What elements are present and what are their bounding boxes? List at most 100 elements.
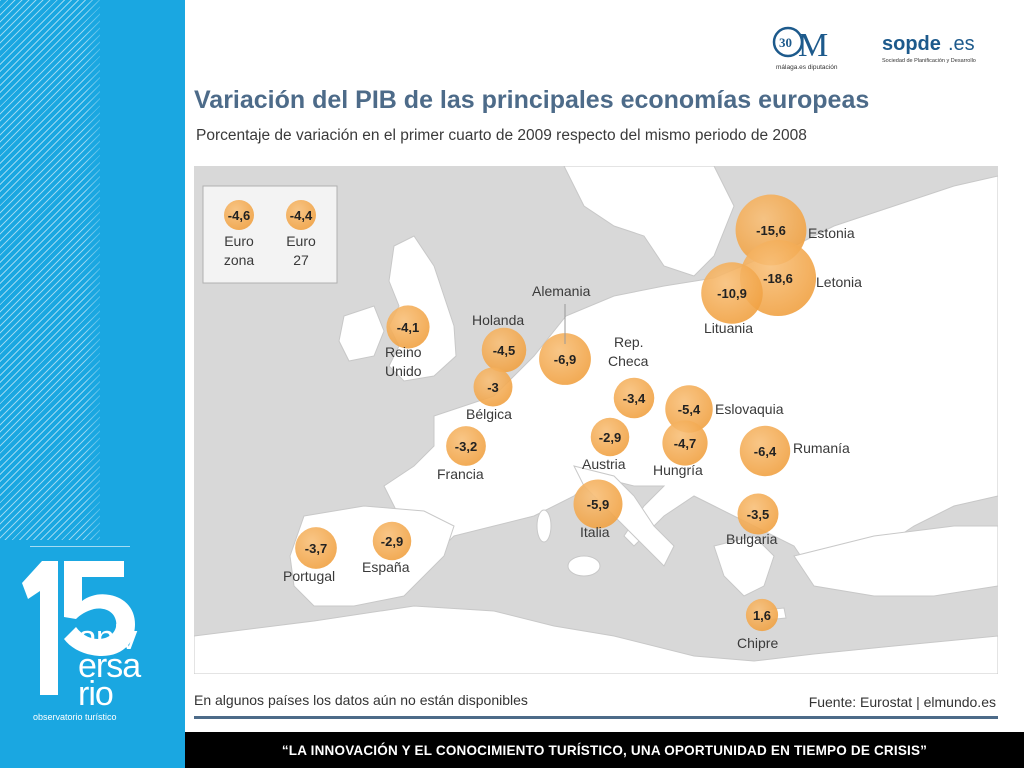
legend-layer: -4,6 Euro zona -4,4 Euro 27 (224, 200, 316, 268)
footer-rule (194, 716, 998, 719)
value-rumania: -6,4 (754, 444, 777, 459)
sidebar-panel: aniv ersa rio observatorio turístico (0, 0, 185, 768)
label-austria: Austria (582, 456, 626, 472)
sidebar-divider (30, 546, 130, 547)
country-marker-eslovaquia: -5,4 Eslovaquia (665, 385, 784, 433)
partner-logos: 30 M málaga.es diputación sopde .es Soci… (770, 22, 1010, 74)
country-marker-holanda: -4,5 Holanda (472, 312, 527, 373)
data-note: En algunos países los datos aún no están… (194, 692, 528, 708)
label-bulgaria: Bulgaria (726, 531, 778, 547)
bubble-italia (573, 479, 623, 529)
country-marker-rep-checa: -3,4 Rep. Checa (608, 334, 655, 419)
value-rep-checa: -3,4 (623, 391, 646, 406)
label-lituania: Lituania (704, 320, 753, 336)
slogan-text: “LA INNOVACIÓN Y EL CONOCIMIENTO TURÍSTI… (281, 742, 928, 758)
legend-value-2: -4,4 (290, 208, 313, 223)
bubble-lituania (701, 262, 763, 324)
bubble-eslovaquia (665, 385, 713, 433)
country-marker-bulgaria: -3,5 Bulgaria (726, 493, 779, 547)
legend-value-1: -4,6 (228, 208, 250, 223)
label-letonia: Letonia (816, 274, 862, 290)
label-rep-checa-2: Checa (608, 353, 649, 369)
scandinavia-shape (563, 166, 735, 277)
label-francia: Francia (437, 466, 484, 482)
slogan-bar: “LA INNOVACIÓN Y EL CONOCIMIENTO TURÍSTI… (185, 732, 1024, 768)
partner-logos-graphic: 30 M málaga.es diputación sopde .es Soci… (772, 26, 976, 71)
sopde-domain: .es (948, 33, 975, 55)
sopde-tagline: Sociedad de Planificación y Desarrollo (882, 58, 976, 64)
turkey-shape (793, 525, 998, 597)
bubble-austria (590, 417, 630, 457)
value-estonia: -15,6 (756, 223, 786, 238)
value-portugal: -3,7 (305, 541, 327, 556)
country-marker-chipre: 1,6 Chipre (737, 598, 778, 651)
label-estonia: Estonia (808, 225, 855, 241)
value-espana: -2,9 (381, 534, 403, 549)
legend-item-2: -4,4 Euro 27 (286, 200, 316, 268)
iberia-shape (289, 505, 455, 607)
label-chipre: Chipre (737, 635, 778, 651)
label-eslovaquia: Eslovaquia (715, 401, 784, 417)
legend-label-2-2: 27 (293, 252, 309, 268)
value-reino-unido: -4,1 (397, 320, 419, 335)
value-alemania: -6,9 (554, 352, 576, 367)
diputacion-ring-icon (772, 26, 804, 58)
label-reino-unido-2: Unido (385, 363, 422, 379)
label-espana: España (362, 559, 410, 575)
value-holanda: -4,5 (493, 343, 515, 358)
country-marker-lituania: -10,9 Lituania (701, 262, 763, 336)
sardinia-shape (536, 509, 552, 543)
data-source: Fuente: Eurostat | elmundo.es (808, 694, 996, 710)
label-rep-checa: Rep. (614, 334, 644, 350)
legend-label-1-2: zona (224, 252, 255, 268)
stripe-fade (0, 0, 185, 560)
value-eslovaquia: -5,4 (678, 402, 701, 417)
bubble-francia (446, 426, 486, 466)
country-marker-portugal: -3,7 Portugal (283, 527, 337, 584)
north-africa-shape (194, 605, 998, 674)
value-lituania: -10,9 (717, 286, 747, 301)
label-holanda: Holanda (472, 312, 524, 328)
country-marker-italia: -5,9 Italia (573, 479, 623, 540)
anniversary-word-2: ersa (78, 647, 141, 685)
legend-item-1: -4,6 Euro zona (224, 200, 255, 268)
sicily-shape (567, 555, 601, 577)
bubble-rep-checa (613, 377, 655, 419)
anniversary-word-1: aniv (78, 619, 137, 657)
label-rumania: Rumanía (793, 440, 850, 456)
value-chipre: 1,6 (753, 608, 771, 623)
anniversary-word-3: rio (78, 675, 114, 713)
bubbles-layer: -15,6 Estonia -18,6 Letonia -10,9 Lituania -6,… (283, 194, 862, 651)
value-belgica: -3 (487, 380, 499, 395)
bubble-alemania (539, 333, 591, 385)
bubble-bulgaria (737, 493, 779, 535)
label-italia: Italia (580, 524, 610, 540)
value-austria: -2,9 (599, 430, 621, 445)
sopde-name: sopde (882, 33, 941, 55)
bubble-reino-unido (386, 305, 430, 349)
anniversary-number-graphic (22, 561, 135, 695)
label-hungria: Hungría (653, 462, 703, 478)
page-title: Variación del PIB de las principales eco… (194, 86, 870, 114)
label-portugal: Portugal (283, 568, 335, 584)
diputacion-number: 30 (779, 35, 792, 50)
country-marker-austria: -2,9 Austria (582, 417, 630, 472)
value-bulgaria: -3,5 (747, 507, 769, 522)
label-reino-unido: Reino (385, 344, 422, 360)
page-subtitle: Porcentaje de variación en el primer cua… (196, 127, 807, 144)
europe-map-graphic: -4,6 Euro zona -4,4 Euro 27 -15,6 Estonia -18,6… (194, 166, 998, 674)
observatorio-label: observatorio turístico (33, 712, 117, 722)
country-marker-francia: -3,2 Francia (437, 426, 486, 482)
diputacion-letter: M (798, 27, 828, 64)
diputacion-text: málaga.es diputación (776, 64, 838, 71)
bubble-rumania (739, 425, 791, 477)
bubble-portugal (295, 527, 337, 569)
value-letonia: -18,6 (763, 271, 793, 286)
value-francia: -3,2 (455, 439, 477, 454)
country-marker-reino-unido: -4,1 Reino Unido (385, 305, 430, 379)
legend-box (202, 185, 338, 284)
bubble-holanda (481, 327, 527, 373)
country-marker-belgica: -3 Bélgica (466, 367, 513, 422)
country-marker-espana: -2,9 España (362, 521, 412, 575)
bubble-hungria (662, 420, 708, 466)
